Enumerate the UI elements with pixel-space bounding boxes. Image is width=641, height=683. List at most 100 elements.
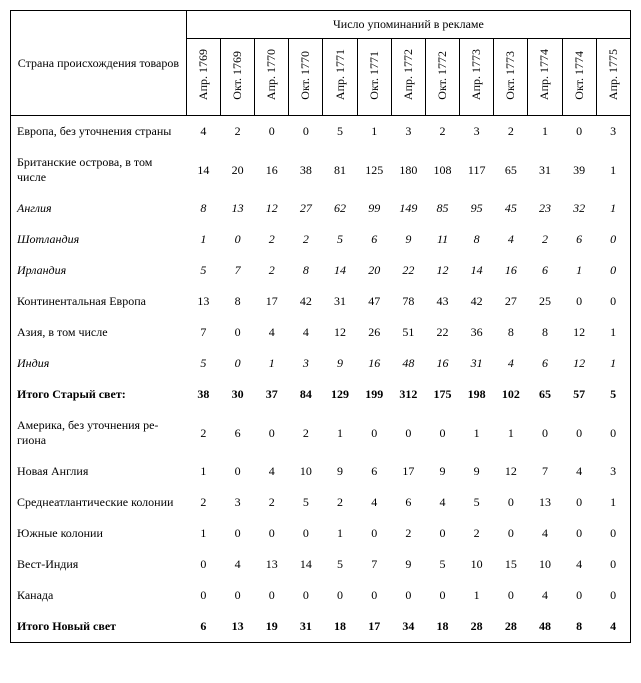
cell-value: 13 xyxy=(255,549,289,580)
table-row: Индия501391648163146121 xyxy=(11,348,631,379)
table-body: Европа, без уточнения стра­ны42005132321… xyxy=(11,116,631,643)
cell-value: 13 xyxy=(221,193,255,224)
cell-value: 1 xyxy=(494,410,528,456)
cell-value: 1 xyxy=(255,348,289,379)
row-label: Британские острова, в том числе xyxy=(11,147,187,193)
period-header: Апр. 1770 xyxy=(255,39,289,116)
cell-value: 31 xyxy=(528,147,562,193)
cell-value: 45 xyxy=(494,193,528,224)
cell-value: 3 xyxy=(221,487,255,518)
row-label: Индия xyxy=(11,348,187,379)
cell-value: 85 xyxy=(425,193,459,224)
cell-value: 0 xyxy=(562,487,596,518)
cell-value: 312 xyxy=(391,379,425,410)
cell-value: 6 xyxy=(221,410,255,456)
cell-value: 4 xyxy=(425,487,459,518)
cell-value: 95 xyxy=(460,193,494,224)
cell-value: 1 xyxy=(596,348,630,379)
cell-value: 20 xyxy=(221,147,255,193)
cell-value: 0 xyxy=(596,580,630,611)
cell-value: 10 xyxy=(528,549,562,580)
cell-value: 0 xyxy=(494,580,528,611)
period-header: Апр. 1772 xyxy=(391,39,425,116)
cell-value: 2 xyxy=(391,518,425,549)
cell-value: 1 xyxy=(186,456,220,487)
cell-value: 27 xyxy=(289,193,323,224)
cell-value: 4 xyxy=(289,317,323,348)
period-header: Апр. 1774 xyxy=(528,39,562,116)
cell-value: 108 xyxy=(425,147,459,193)
cell-value: 6 xyxy=(357,224,391,255)
cell-value: 2 xyxy=(323,487,357,518)
period-header: Апр. 1769 xyxy=(186,39,220,116)
cell-value: 12 xyxy=(562,317,596,348)
cell-value: 2 xyxy=(255,487,289,518)
cell-value: 32 xyxy=(562,193,596,224)
cell-value: 9 xyxy=(425,456,459,487)
cell-value: 0 xyxy=(221,518,255,549)
table-row: Вест-Индия041314579510151040 xyxy=(11,549,631,580)
period-header: Окт. 1770 xyxy=(289,39,323,116)
cell-value: 6 xyxy=(391,487,425,518)
cell-value: 6 xyxy=(528,255,562,286)
cell-value: 4 xyxy=(528,580,562,611)
cell-value: 0 xyxy=(596,255,630,286)
cell-value: 31 xyxy=(323,286,357,317)
period-header: Окт. 1771 xyxy=(357,39,391,116)
cell-value: 18 xyxy=(425,611,459,643)
cell-value: 34 xyxy=(391,611,425,643)
cell-value: 42 xyxy=(460,286,494,317)
cell-value: 5 xyxy=(425,549,459,580)
cell-value: 4 xyxy=(562,549,596,580)
cell-value: 4 xyxy=(528,518,562,549)
cell-value: 117 xyxy=(460,147,494,193)
cell-value: 4 xyxy=(494,348,528,379)
cell-value: 51 xyxy=(391,317,425,348)
row-label: Новая Англия xyxy=(11,456,187,487)
cell-value: 1 xyxy=(562,255,596,286)
table-row: Итого Старый свет:3830378412919931217519… xyxy=(11,379,631,410)
cell-value: 22 xyxy=(391,255,425,286)
cell-value: 20 xyxy=(357,255,391,286)
row-label: Америка, без уточнения ре­гиона xyxy=(11,410,187,456)
cell-value: 16 xyxy=(357,348,391,379)
row-label: Вест-Индия xyxy=(11,549,187,580)
cell-value: 2 xyxy=(186,410,220,456)
cell-value: 0 xyxy=(289,116,323,148)
cell-value: 14 xyxy=(460,255,494,286)
cell-value: 28 xyxy=(460,611,494,643)
table-row: Итого Новый свет61319311817341828284884 xyxy=(11,611,631,643)
cell-value: 8 xyxy=(186,193,220,224)
cell-value: 0 xyxy=(596,224,630,255)
cell-value: 14 xyxy=(323,255,357,286)
row-label: Континентальная Европа xyxy=(11,286,187,317)
cell-value: 0 xyxy=(596,549,630,580)
row-label: Итого Новый свет xyxy=(11,611,187,643)
cell-value: 28 xyxy=(494,611,528,643)
cell-value: 3 xyxy=(596,116,630,148)
cell-value: 13 xyxy=(528,487,562,518)
cell-value: 16 xyxy=(255,147,289,193)
cell-value: 78 xyxy=(391,286,425,317)
row-header-title: Страна происхождения товаров xyxy=(11,11,187,116)
cell-value: 31 xyxy=(289,611,323,643)
cell-value: 125 xyxy=(357,147,391,193)
cell-value: 0 xyxy=(357,410,391,456)
table-row: Южные колонии1000102020400 xyxy=(11,518,631,549)
cell-value: 1 xyxy=(460,410,494,456)
cell-value: 4 xyxy=(494,224,528,255)
cell-value: 4 xyxy=(255,317,289,348)
cell-value: 0 xyxy=(357,518,391,549)
cell-value: 12 xyxy=(562,348,596,379)
cell-value: 8 xyxy=(289,255,323,286)
cell-value: 7 xyxy=(186,317,220,348)
cell-value: 0 xyxy=(221,348,255,379)
cell-value: 6 xyxy=(562,224,596,255)
cell-value: 0 xyxy=(255,518,289,549)
period-header: Окт. 1773 xyxy=(494,39,528,116)
cell-value: 9 xyxy=(323,348,357,379)
cell-value: 8 xyxy=(494,317,528,348)
cell-value: 99 xyxy=(357,193,391,224)
cell-value: 1 xyxy=(357,116,391,148)
cell-value: 0 xyxy=(425,518,459,549)
